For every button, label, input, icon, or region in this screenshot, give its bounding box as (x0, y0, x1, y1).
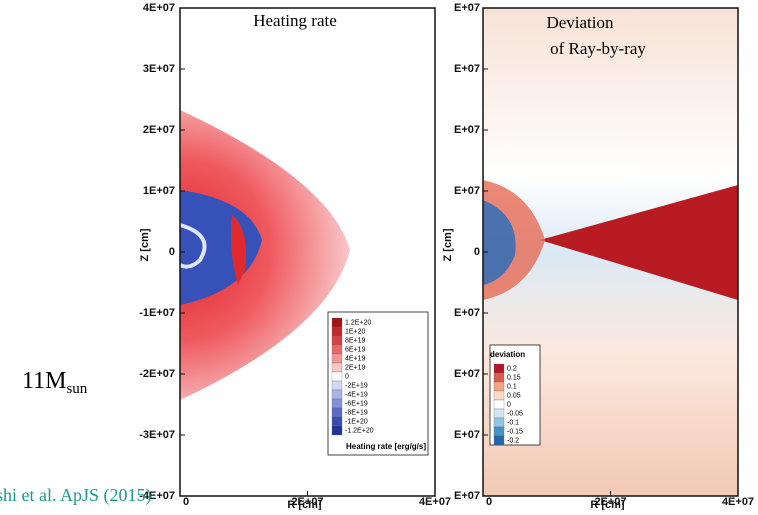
y-tick-label: -2E+07 (139, 368, 175, 380)
legend-label: 0.15 (507, 374, 521, 381)
legend-swatch (493, 408, 505, 419)
legend-label: -4E+19 (345, 391, 368, 398)
legend-label: -1E+20 (345, 418, 368, 425)
legend-swatch (493, 399, 505, 410)
y-tick-label: 0 (169, 246, 175, 258)
legend-swatch (493, 435, 505, 446)
panel-title: Heating rate (253, 11, 337, 30)
legend-label: -1.2E+20 (345, 427, 374, 434)
legend-label: -6E+19 (345, 400, 368, 407)
y-tick-label: -4E+07 (139, 490, 175, 502)
legend-swatch (331, 317, 343, 328)
x-tick-label: 4E+07 (722, 496, 754, 508)
legend-label: -0.05 (507, 410, 523, 417)
legend-swatch (493, 390, 505, 401)
panel-title: of Ray-by-ray (550, 39, 646, 58)
legend-label: -0.15 (507, 428, 523, 435)
cooling-detail (179, 223, 207, 269)
legend-swatch (331, 362, 343, 373)
x-tick-label: 2E+07 (594, 496, 626, 508)
y-tick-label: 3E+07 (143, 63, 175, 75)
y-axis-label: Z [cm] (139, 228, 151, 261)
legend-swatch (493, 372, 505, 383)
x-axis-label: R [cm] (590, 499, 625, 510)
y-axis-label: Z [cm] (442, 228, 454, 261)
heating-blob (230, 215, 247, 285)
legend-label: -2E+19 (345, 382, 368, 389)
legend-swatch (331, 416, 343, 427)
y-tick-label: E+07 (454, 2, 480, 14)
mass-sub: sun (66, 381, 87, 397)
legend-swatch (331, 335, 343, 346)
x-tick-label: 0 (183, 496, 189, 508)
heating-field (180, 110, 350, 400)
deviation-wedge (540, 185, 738, 300)
legend-label: 0.1 (507, 383, 517, 390)
deviation-core-blue (483, 200, 516, 285)
y-tick-label: E+07 (454, 307, 480, 319)
x-axis-label: R [cm] (287, 499, 322, 510)
panel-title: Deviation (546, 13, 614, 32)
mass-main: 11M (22, 368, 66, 394)
y-tick-label: 1E+07 (143, 185, 175, 197)
legend-label: -0.2 (507, 437, 519, 444)
cooling-region (180, 190, 262, 305)
legend-label: 0 (507, 401, 511, 408)
y-tick-label: -3E+07 (139, 429, 175, 441)
y-tick-label: 2E+07 (143, 124, 175, 136)
citation: shi et al. ApJS (2015) (0, 485, 152, 506)
legend-swatch (493, 363, 505, 374)
legend-label: 8E+19 (345, 337, 366, 344)
legend-swatch (331, 398, 343, 409)
x-tick-label: 2E+07 (291, 496, 323, 508)
legend-swatch (331, 353, 343, 364)
legend-swatch (331, 380, 343, 391)
legend-label: 1E+20 (345, 328, 366, 335)
x-tick-label: 0 (486, 496, 492, 508)
legend-label: 0.2 (507, 365, 517, 372)
y-tick-label: E+07 (454, 490, 480, 502)
legend-label: 6E+19 (345, 346, 366, 353)
y-tick-label: -1E+07 (139, 307, 175, 319)
y-tick-label: 0 (474, 246, 480, 258)
legend-label: 1.2E+20 (345, 319, 371, 326)
legend-box (327, 311, 429, 456)
y-tick-label: E+07 (454, 185, 480, 197)
legend-swatch (331, 407, 343, 418)
legend-label: 4E+19 (345, 355, 366, 362)
y-tick-label: 4E+07 (143, 2, 175, 14)
legend-swatch (331, 425, 343, 436)
y-tick-label: E+07 (454, 429, 480, 441)
legend-swatch (493, 426, 505, 437)
y-tick-label: E+07 (454, 368, 480, 380)
mass-label: 11Msun (22, 368, 88, 398)
x-tick-label: 4E+07 (419, 496, 451, 508)
legend-label: 2E+19 (345, 364, 366, 371)
legend-label: -8E+19 (345, 409, 368, 416)
legend-label: 0.05 (507, 392, 521, 399)
legend-label: 0 (345, 373, 349, 380)
legend-swatch (331, 344, 343, 355)
legend-title: Heating rate [erg/g/s] (346, 442, 426, 451)
legend-swatch (493, 381, 505, 392)
legend-label: -0.1 (507, 419, 519, 426)
legend-title: deviation (490, 350, 525, 359)
legend-swatch (493, 417, 505, 428)
y-tick-label: E+07 (454, 124, 480, 136)
legend-swatch (331, 389, 343, 400)
legend-swatch (331, 326, 343, 337)
y-tick-label: E+07 (454, 63, 480, 75)
legend-swatch (331, 371, 343, 382)
